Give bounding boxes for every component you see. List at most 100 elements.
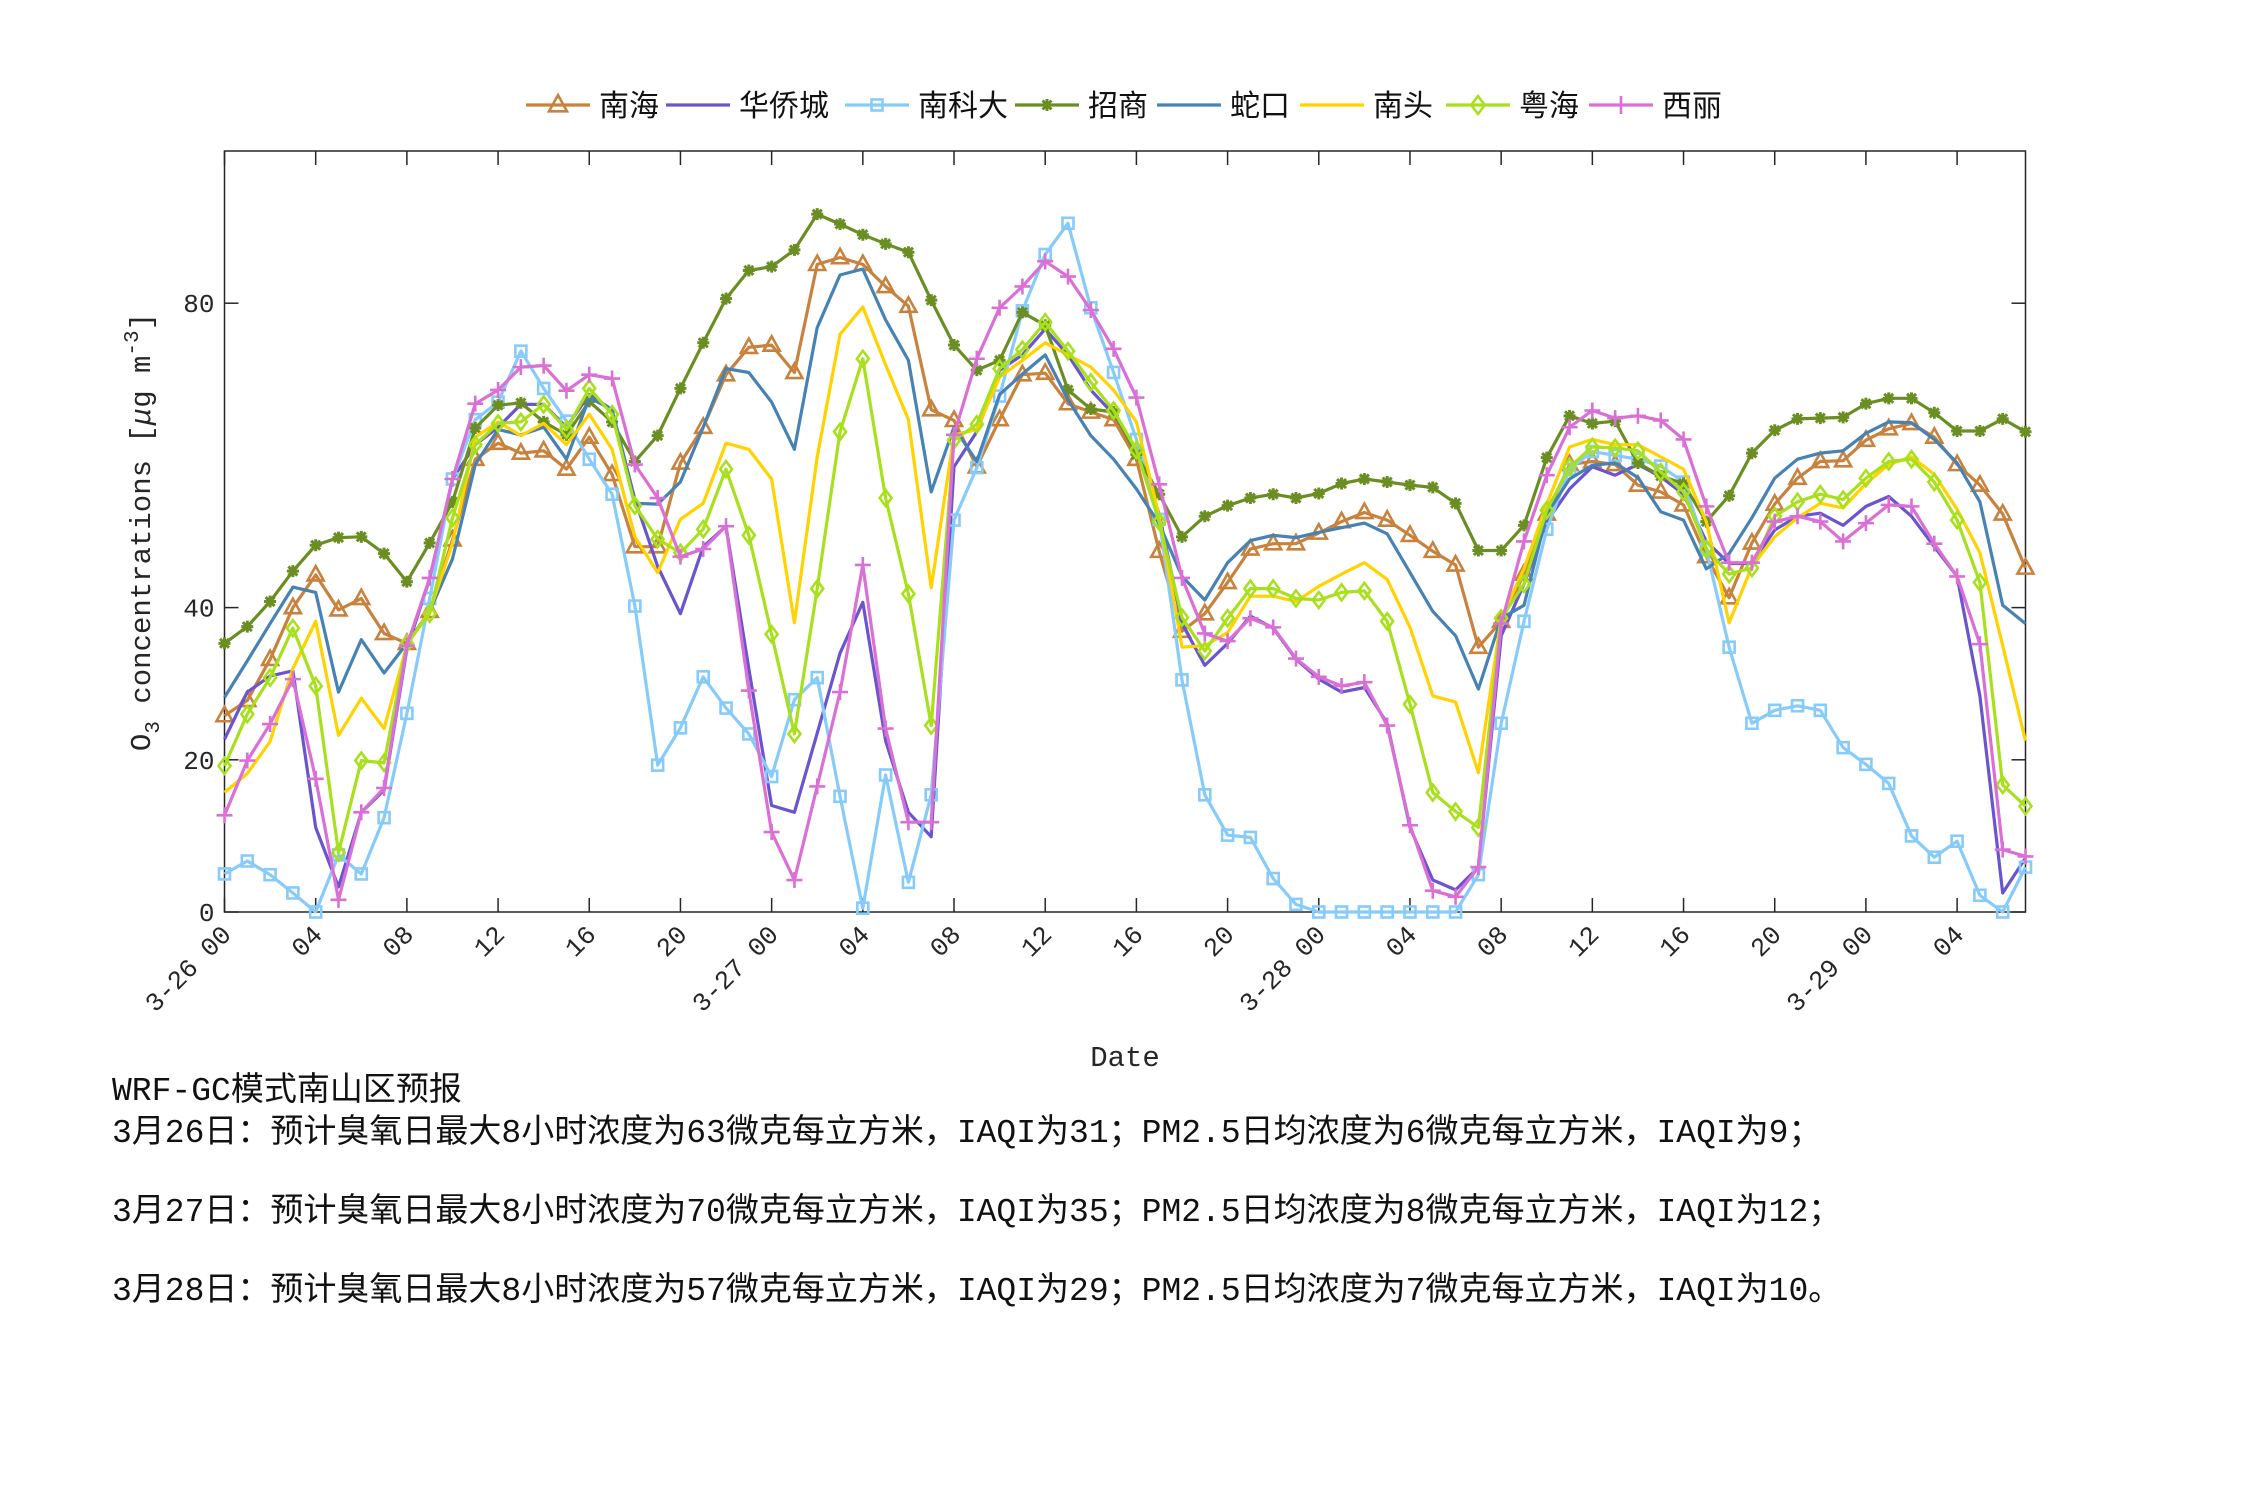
- square-marker: [1767, 703, 1782, 718]
- triangle-marker: [214, 704, 235, 723]
- x-tick-label: 3-27 00: [687, 920, 785, 1018]
- diamond-marker: [467, 434, 483, 455]
- diamond-marker: [900, 583, 917, 605]
- legend-label: 南头: [1373, 89, 1433, 124]
- diamond-marker: [1105, 400, 1122, 421]
- triangle-marker: [1422, 539, 1443, 559]
- asterisk-marker: [1175, 530, 1188, 543]
- plus-marker: [1128, 389, 1145, 406]
- triangle-marker: [1376, 508, 1398, 527]
- x-tick-label: 20: [1198, 920, 1241, 963]
- legend-item: 蛇口: [1157, 89, 1290, 124]
- plus-marker: [467, 395, 484, 412]
- asterisk-marker: [1723, 489, 1736, 502]
- diamond-marker: [1744, 557, 1760, 579]
- plus-marker: [262, 716, 279, 733]
- diamond-marker: [1174, 607, 1190, 628]
- legend-label: 西丽: [1662, 89, 1722, 124]
- asterisk-marker: [856, 228, 869, 241]
- legend-item: 西丽: [1589, 89, 1722, 124]
- square-marker: [1197, 788, 1212, 802]
- plus-marker: [718, 518, 735, 535]
- legend-item: 招商: [1015, 89, 1148, 124]
- legend-label: 招商: [1088, 89, 1148, 124]
- asterisk-marker: [1540, 451, 1553, 464]
- diamond-marker: [627, 495, 643, 516]
- plus-marker: [1151, 476, 1168, 493]
- square-marker: [1448, 905, 1463, 919]
- legend-item: 华侨城: [666, 89, 829, 124]
- forecast-notes: WRF-GC模式南山区预报 3月26日：预计臭氧日最大8小时浓度为63微克每立方…: [112, 1062, 1841, 1349]
- triangle-marker: [1240, 537, 1261, 556]
- asterisk-marker: [811, 208, 824, 221]
- plus-marker: [877, 720, 894, 737]
- asterisk-marker: [948, 339, 961, 352]
- plus-marker: [923, 814, 940, 831]
- diamond-marker: [1311, 589, 1327, 611]
- triangle-marker: [921, 398, 942, 417]
- plus-marker: [1196, 625, 1213, 642]
- plus-marker: [1675, 431, 1692, 448]
- plus-marker: [535, 357, 552, 374]
- asterisk-marker: [1198, 510, 1211, 523]
- triangle-marker: [761, 333, 782, 352]
- plus-marker: [649, 490, 666, 507]
- square-marker: [628, 599, 642, 613]
- triangle-marker: [1946, 453, 1968, 472]
- diamond-marker: [330, 842, 347, 863]
- asterisk-marker: [1791, 412, 1804, 425]
- plus-marker: [1037, 253, 1054, 270]
- triangle-marker: [1855, 428, 1877, 448]
- square-marker: [1973, 888, 1987, 903]
- plus-marker: [1789, 508, 1806, 525]
- triangle-marker: [1445, 553, 1466, 572]
- triangle-marker: [1285, 532, 1307, 551]
- x-axis-label: Date: [1090, 1042, 1160, 1075]
- asterisk-marker: [1859, 397, 1872, 410]
- asterisk-marker: [2019, 425, 2032, 438]
- diamond-marker: [1607, 437, 1623, 458]
- plus-marker: [1949, 568, 1966, 585]
- legend-item: 南头: [1300, 89, 1433, 124]
- x-tick-label: 16: [1654, 920, 1697, 963]
- square-marker: [1175, 673, 1189, 687]
- triangle-marker: [487, 431, 509, 451]
- plus-marker: [1060, 268, 1077, 285]
- square-marker: [377, 810, 391, 825]
- square-marker: [1425, 905, 1440, 919]
- asterisk-marker: [1289, 492, 1302, 505]
- plus-marker: [2017, 848, 2034, 865]
- asterisk-marker: [902, 246, 915, 259]
- legend-label: 南海: [599, 89, 659, 124]
- series-line: [223, 259, 2026, 902]
- plus-marker: [1265, 619, 1282, 636]
- diamond-marker: [1265, 578, 1281, 599]
- plus-marker: [1652, 412, 1669, 429]
- diamond-marker: [1926, 471, 1942, 493]
- plus-marker: [1493, 615, 1510, 632]
- diamond-marker: [878, 487, 894, 509]
- plus-marker: [1470, 859, 1487, 876]
- legend-label: 粤海: [1519, 89, 1579, 124]
- plus-marker: [991, 299, 1008, 316]
- square-marker: [650, 758, 665, 772]
- y-tick-label: 20: [183, 747, 214, 777]
- plus-marker: [216, 807, 233, 824]
- diamond-marker: [2017, 796, 2034, 817]
- diamond-marker: [1288, 588, 1304, 609]
- asterisk-marker: [697, 336, 710, 349]
- triangle-marker: [1012, 363, 1033, 382]
- triangle-marker: [1034, 361, 1056, 381]
- x-tick-label: 04: [286, 920, 329, 963]
- plus-marker: [854, 556, 871, 573]
- square-marker: [1243, 830, 1258, 845]
- diamond-marker: [1675, 481, 1692, 503]
- plus-marker: [581, 366, 598, 383]
- asterisk-marker: [286, 565, 299, 578]
- plus-marker: [353, 804, 370, 821]
- series-line: [223, 327, 2027, 895]
- diamond-marker: [718, 458, 734, 480]
- asterisk-marker: [1153, 488, 1166, 501]
- triangle-marker: [1399, 523, 1421, 543]
- square-marker: [696, 670, 711, 684]
